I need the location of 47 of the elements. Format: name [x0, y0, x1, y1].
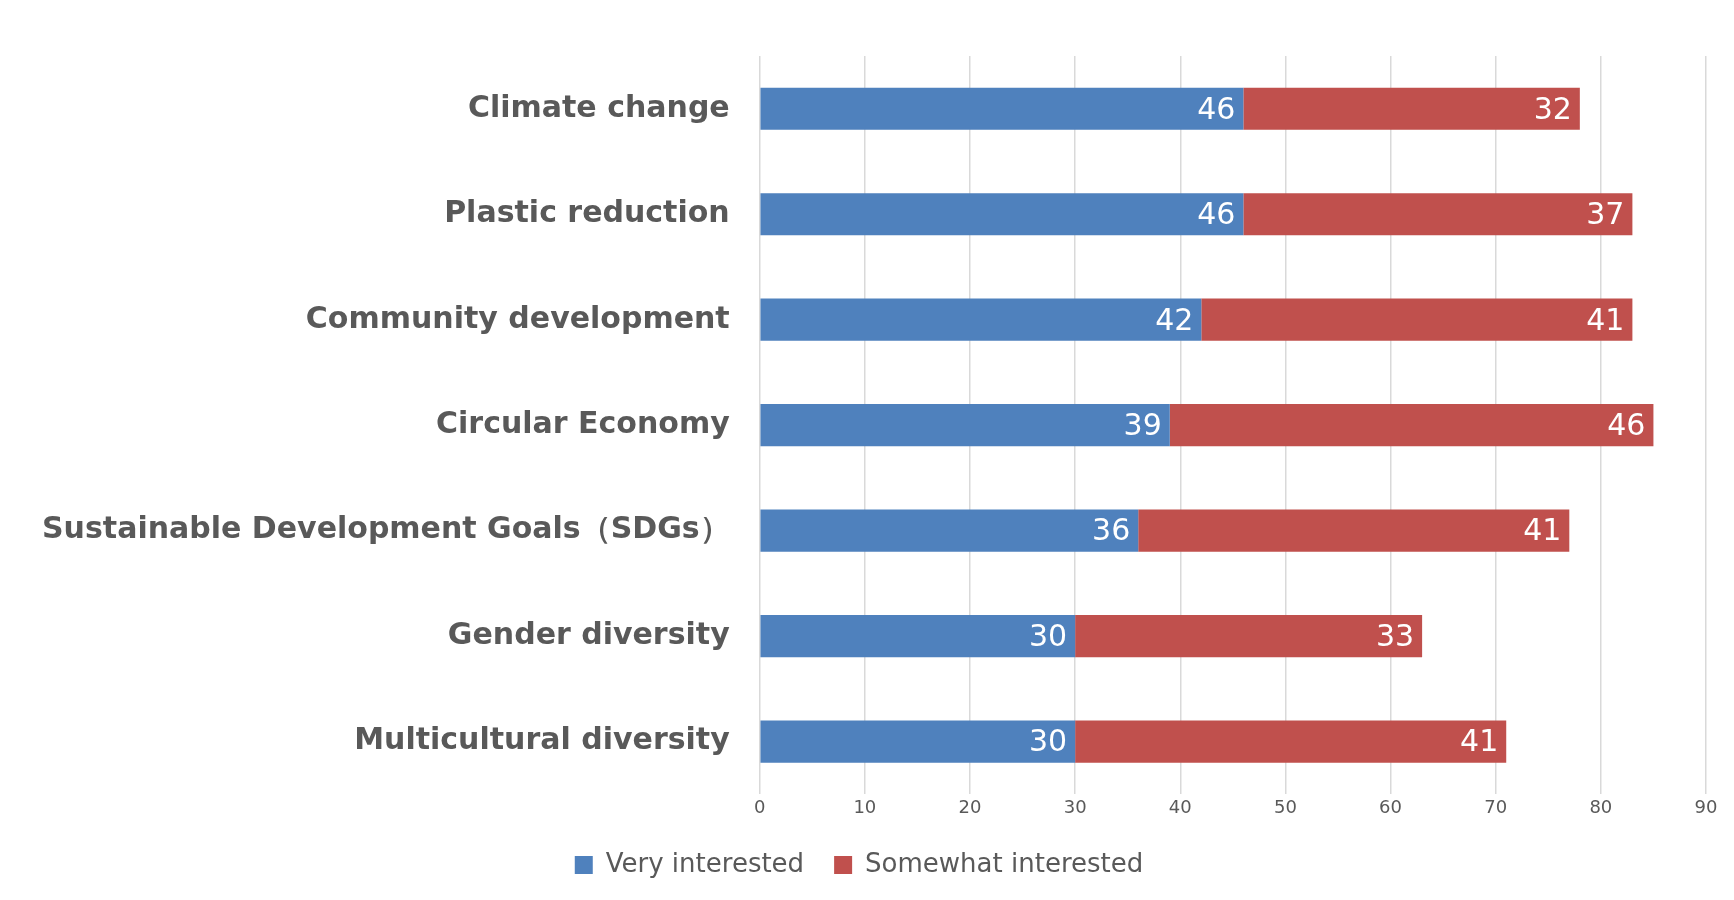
x-tick-label: 70	[1484, 795, 1508, 817]
y-tick-label: Community development	[305, 299, 730, 335]
y-tick-label: Plastic reduction	[444, 194, 730, 230]
data-label: 30	[1028, 617, 1068, 653]
data-label: 41	[1523, 512, 1562, 548]
x-tick-label: 40	[1168, 795, 1192, 817]
x-tick-label: 30	[1063, 795, 1087, 817]
x-tick-label: 20	[958, 795, 982, 817]
bar	[760, 509, 1139, 552]
data-label: 46	[1197, 196, 1236, 232]
data-label: 33	[1375, 617, 1415, 653]
data-label: 42	[1155, 301, 1194, 337]
bar	[1243, 87, 1580, 130]
y-tick-label: Climate change	[467, 88, 730, 124]
x-tick-label: 60	[1379, 795, 1403, 817]
bar	[760, 404, 1170, 447]
bar	[1201, 298, 1633, 341]
bar	[1075, 615, 1423, 658]
bar	[760, 720, 1076, 763]
bar	[1075, 720, 1507, 763]
x-tick-label: 0	[753, 795, 766, 817]
bar	[760, 193, 1244, 236]
data-label: 46	[1607, 407, 1646, 442]
data-label: 41	[1460, 723, 1499, 759]
legend-label: Very interested	[605, 847, 805, 878]
bar	[1138, 509, 1570, 552]
data-label: 39	[1123, 407, 1162, 442]
bar	[760, 615, 1076, 658]
data-label: 37	[1586, 196, 1625, 232]
bar	[1169, 404, 1654, 447]
x-tick-label: 50	[1273, 795, 1297, 817]
legend-label: Somewhat interested	[865, 847, 1144, 878]
x-tick-label: 10	[853, 795, 877, 817]
y-tick-label: Circular Economy	[436, 405, 731, 440]
y-tick-label: Gender diversity	[447, 615, 731, 651]
data-label: 41	[1586, 301, 1625, 337]
bar	[760, 87, 1244, 130]
data-label: 36	[1092, 512, 1131, 548]
y-tick-label: Sustainable Development Goals（SDGs）	[42, 510, 730, 546]
bar	[760, 298, 1202, 341]
x-tick-label: 80	[1589, 795, 1613, 817]
bar	[1243, 193, 1633, 236]
data-label: 32	[1533, 90, 1572, 126]
data-label: 46	[1197, 90, 1236, 126]
x-tick-label: 90	[1694, 795, 1718, 817]
data-label: 30	[1028, 723, 1068, 759]
y-tick-label: Multicultural diversity	[354, 721, 731, 757]
